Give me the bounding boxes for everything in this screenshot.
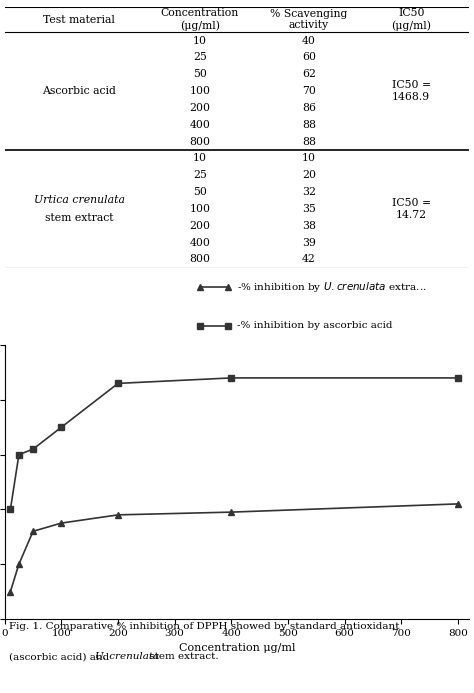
Text: 10: 10 — [302, 153, 316, 164]
Text: stem extract.: stem extract. — [146, 652, 219, 661]
Text: 200: 200 — [189, 220, 210, 231]
Text: 40: 40 — [302, 35, 316, 46]
Text: Test material: Test material — [43, 15, 115, 24]
Text: 25: 25 — [193, 53, 207, 62]
Text: stem extract: stem extract — [45, 213, 113, 223]
Text: 88: 88 — [302, 137, 316, 146]
Text: Ascorbic acid: Ascorbic acid — [42, 86, 116, 96]
Text: 39: 39 — [302, 238, 316, 247]
Text: 100: 100 — [189, 204, 210, 214]
Text: IC50 =
1468.9: IC50 = 1468.9 — [392, 80, 431, 102]
Text: 50: 50 — [193, 187, 207, 197]
Text: Concentration
(μg/ml): Concentration (μg/ml) — [161, 8, 239, 30]
Text: 88: 88 — [302, 120, 316, 130]
Text: 800: 800 — [189, 137, 210, 146]
Text: 35: 35 — [302, 204, 316, 214]
Text: IC50 =
14.72: IC50 = 14.72 — [392, 198, 431, 220]
Text: 70: 70 — [302, 86, 316, 96]
Text: 800: 800 — [189, 254, 210, 264]
Text: Fig. 1. Comparative % inhibition of DPPH showed by standard antioxidant: Fig. 1. Comparative % inhibition of DPPH… — [9, 622, 400, 631]
Text: 10: 10 — [193, 153, 207, 164]
Text: 400: 400 — [190, 238, 210, 247]
Text: 20: 20 — [302, 170, 316, 180]
Text: 32: 32 — [302, 187, 316, 197]
Text: 38: 38 — [302, 220, 316, 231]
Text: Urtica crenulata: Urtica crenulata — [34, 195, 125, 204]
Text: U. crenulata: U. crenulata — [95, 652, 159, 661]
Text: 42: 42 — [302, 254, 316, 264]
Text: 86: 86 — [302, 103, 316, 113]
Text: 50: 50 — [193, 69, 207, 79]
Text: 100: 100 — [189, 86, 210, 96]
Text: 25: 25 — [193, 170, 207, 180]
Text: -% inhibition by $\it{U. crenulata}$ extra...: -% inhibition by $\it{U. crenulata}$ ext… — [237, 280, 427, 294]
Text: 60: 60 — [302, 53, 316, 62]
Text: IC50
(μg/ml): IC50 (μg/ml) — [391, 8, 431, 30]
Text: -% inhibition by ascorbic acid: -% inhibition by ascorbic acid — [237, 322, 392, 331]
X-axis label: Concentration μg/ml: Concentration μg/ml — [179, 643, 295, 653]
Text: 10: 10 — [193, 35, 207, 46]
Text: (ascorbic acid) and: (ascorbic acid) and — [9, 652, 113, 661]
Text: 62: 62 — [302, 69, 316, 79]
Text: % Scavenging
activity: % Scavenging activity — [270, 9, 348, 30]
Text: 400: 400 — [190, 120, 210, 130]
Text: 200: 200 — [189, 103, 210, 113]
